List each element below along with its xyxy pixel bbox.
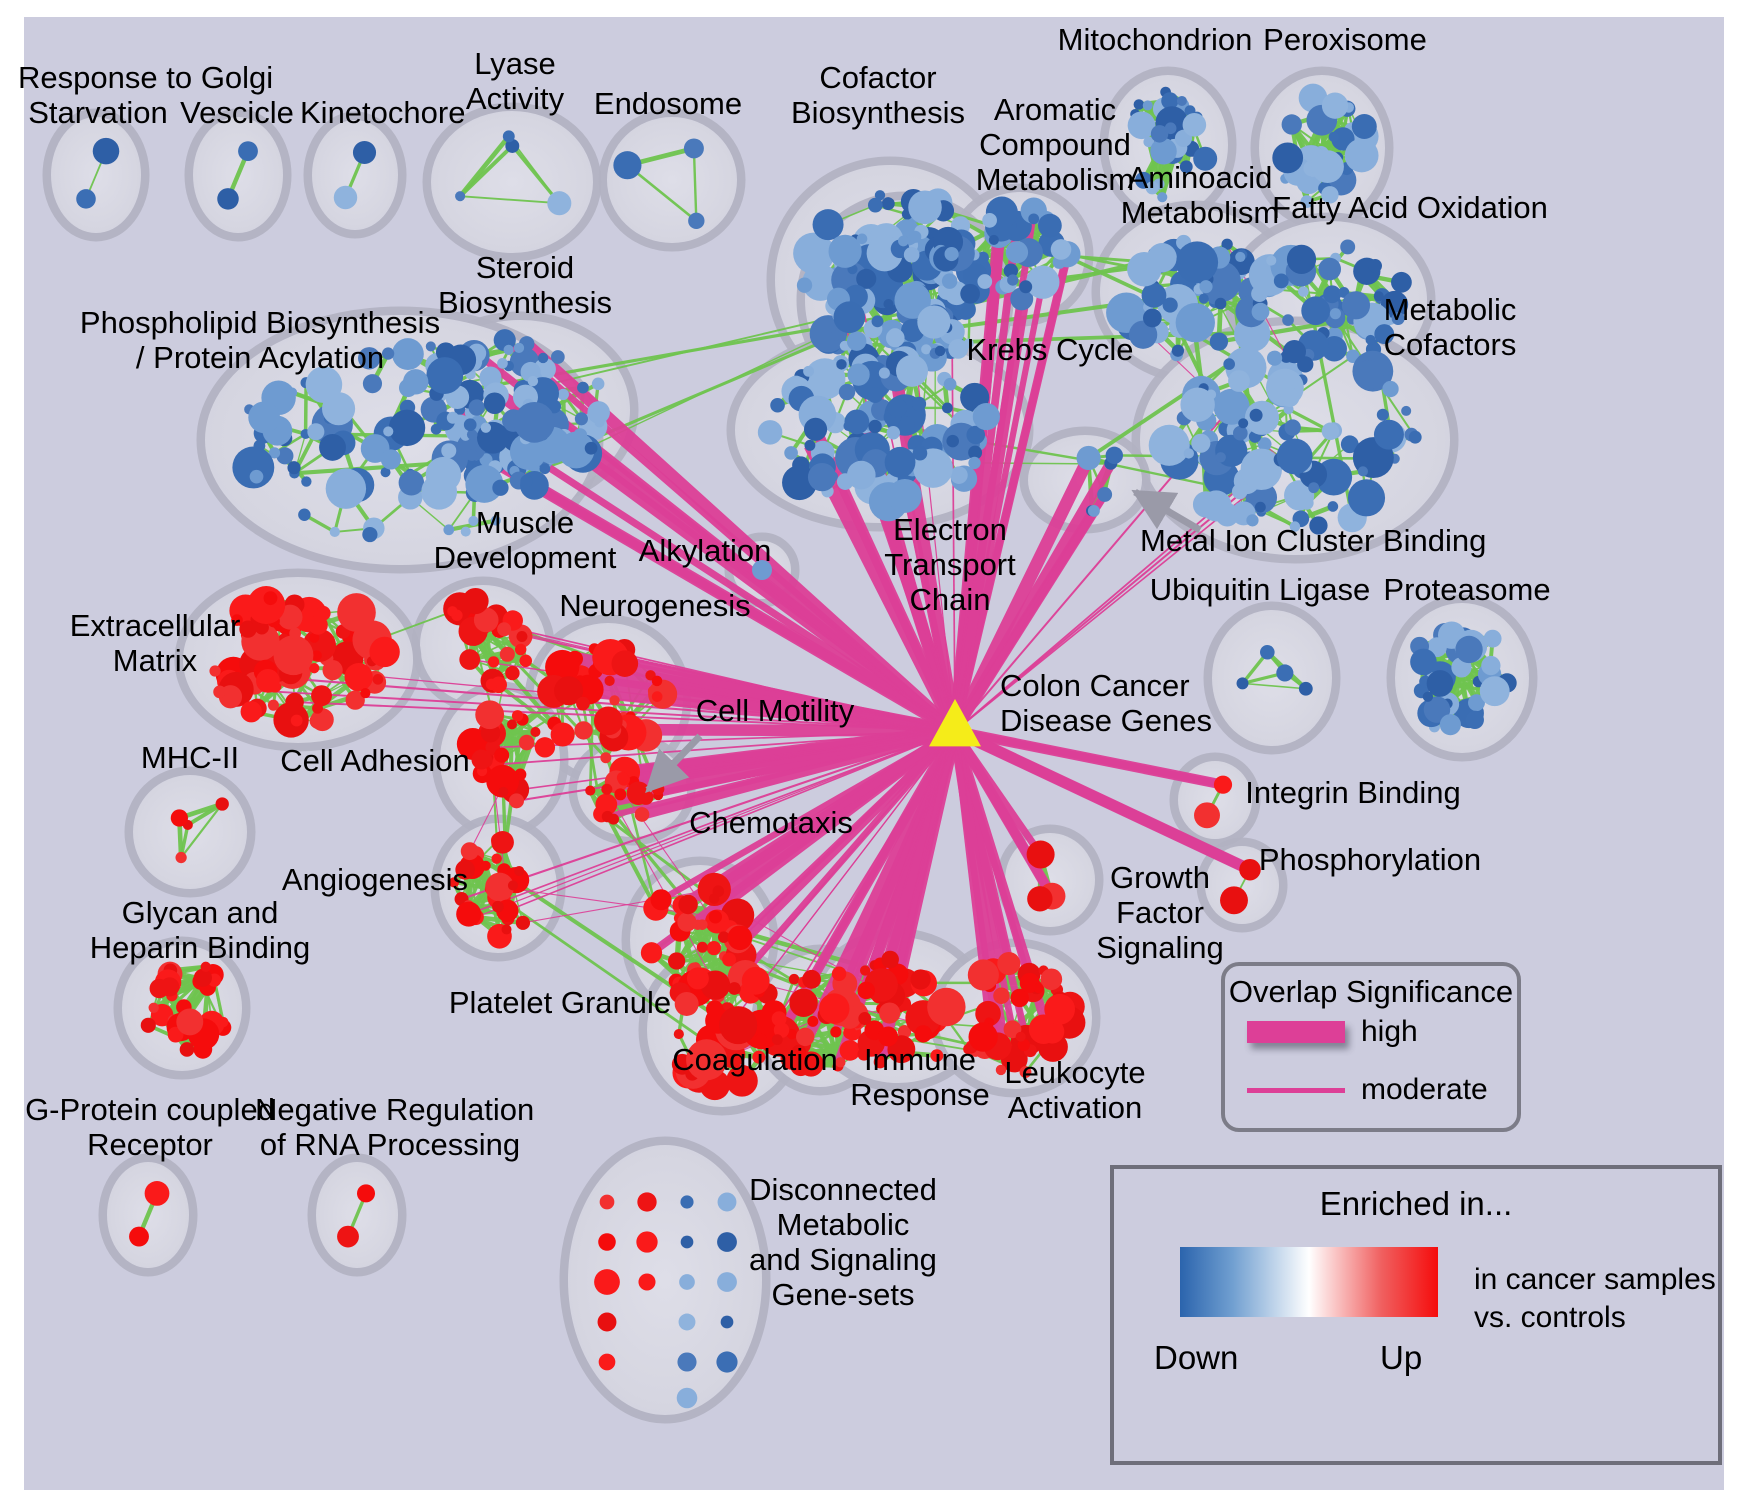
cluster-label-growth-factor-signaling: Growth Factor Signaling xyxy=(1096,860,1224,965)
cluster-label-cell-motility: Cell Motility xyxy=(695,693,855,728)
cluster-label-cell-adhesion: Cell Adhesion xyxy=(280,743,470,778)
cluster-label-lyase-activity: Lyase Activity xyxy=(465,46,565,116)
enrichment-down-label: Down xyxy=(1154,1339,1239,1376)
enrichment-side-text: in cancer samples vs. controls xyxy=(1474,1263,1716,1334)
cluster-label-extracellular-matrix: Extracellular Matrix xyxy=(69,608,241,678)
cluster-label-coagulation: Coagulation xyxy=(672,1042,838,1077)
overlap-moderate-swatch xyxy=(1247,1087,1345,1093)
cluster-label-ubiquitin-ligase: Ubiquitin Ligase xyxy=(1149,572,1371,607)
cluster-label-aminoacid-metabolism: Aminoacid Metabolism xyxy=(1120,160,1280,230)
cluster-label-response-to-starvation: Response to Starvation xyxy=(18,60,192,130)
cluster-label-endosome: Endosome xyxy=(593,86,743,121)
enrichment-colorbar xyxy=(1180,1247,1438,1317)
cluster-label-cofactor-biosynthesis: Cofactor Biosynthesis xyxy=(790,60,966,130)
cluster-label-leukocyte-activation: Leukocyte Activation xyxy=(1004,1055,1146,1125)
cluster-label-fatty-acid-oxidation: Fatty Acid Oxidation xyxy=(1272,190,1548,225)
cluster-label-electron-transport-chain: Electron Transport Chain xyxy=(884,512,1016,617)
cluster-label-muscle-development: Muscle Development xyxy=(433,505,617,575)
cluster-label-angiogenesis: Angiogenesis xyxy=(281,862,469,897)
cluster-label-integrin-binding: Integrin Binding xyxy=(1245,775,1461,810)
cluster-label-mhc-ii: MHC-II xyxy=(140,740,240,775)
cluster-label-immune-response: Immune Response xyxy=(850,1042,990,1112)
legend-overlap-row-moderate: moderate xyxy=(1225,1073,1517,1107)
enrichment-up-label: Up xyxy=(1380,1339,1423,1376)
overlap-high-label: high xyxy=(1361,1015,1418,1048)
cluster-label-glycan-heparin-binding: Glycan and Heparin Binding xyxy=(89,895,311,965)
cluster-label-mitochondrion: Mitochondrion xyxy=(1057,22,1253,57)
cluster-label-gpcr: G-Protein coupled Receptor xyxy=(25,1092,275,1162)
cluster-label-platelet-granule: Platelet Granule xyxy=(448,985,672,1020)
legend-enrichment: Enriched in... Down Up in cancer samples… xyxy=(1110,1165,1722,1465)
cluster-label-aromatic-compound: Aromatic Compound Metabolism xyxy=(975,92,1135,197)
cluster-label-steroid-biosynthesis: Steroid Biosynthesis xyxy=(437,250,613,320)
legend-overlap-significance: Overlap Significance high moderate xyxy=(1221,962,1521,1132)
hub-label-colon-cancer-disease-genes: Colon Cancer Disease Genes xyxy=(1000,668,1212,738)
cluster-label-chemotaxis: Chemotaxis xyxy=(689,805,853,840)
cluster-label-neg-reg-rna-processing: Negative Regulation of RNA Processing xyxy=(255,1092,535,1162)
cluster-label-metal-ion-cluster: Metal Ion Cluster Binding xyxy=(1140,523,1487,558)
cluster-label-kinetochore: Kinetochore xyxy=(300,95,466,130)
cluster-label-phospholipid-biosynth: Phospholipid Biosynthesis / Protein Acyl… xyxy=(79,305,441,375)
cluster-label-phosphorylation: Phosphorylation xyxy=(1258,842,1482,877)
cluster-label-golgi-vescicle: Golgi Vescicle xyxy=(180,60,294,130)
overlap-high-swatch xyxy=(1247,1021,1345,1043)
cluster-label-disconnected-genesets: Disconnected Metabolic and Signaling Gen… xyxy=(749,1172,937,1312)
cluster-label-peroxisome: Peroxisome xyxy=(1263,22,1427,57)
overlap-moderate-label: moderate xyxy=(1361,1073,1488,1106)
cluster-label-proteasome: Proteasome xyxy=(1383,572,1551,607)
cluster-label-krebs-cycle: Krebs Cycle xyxy=(966,332,1134,367)
cluster-label-neurogenesis: Neurogenesis xyxy=(559,588,751,623)
cluster-label-alkylation: Alkylation xyxy=(638,533,772,568)
legend-overlap-title: Overlap Significance xyxy=(1228,974,1514,1009)
legend-enrichment-title: Enriched in... xyxy=(1319,1185,1513,1222)
legend-overlap-row-high: high xyxy=(1225,1015,1517,1049)
cluster-label-metabolic-cofactors: Metabolic Cofactors xyxy=(1383,292,1517,362)
